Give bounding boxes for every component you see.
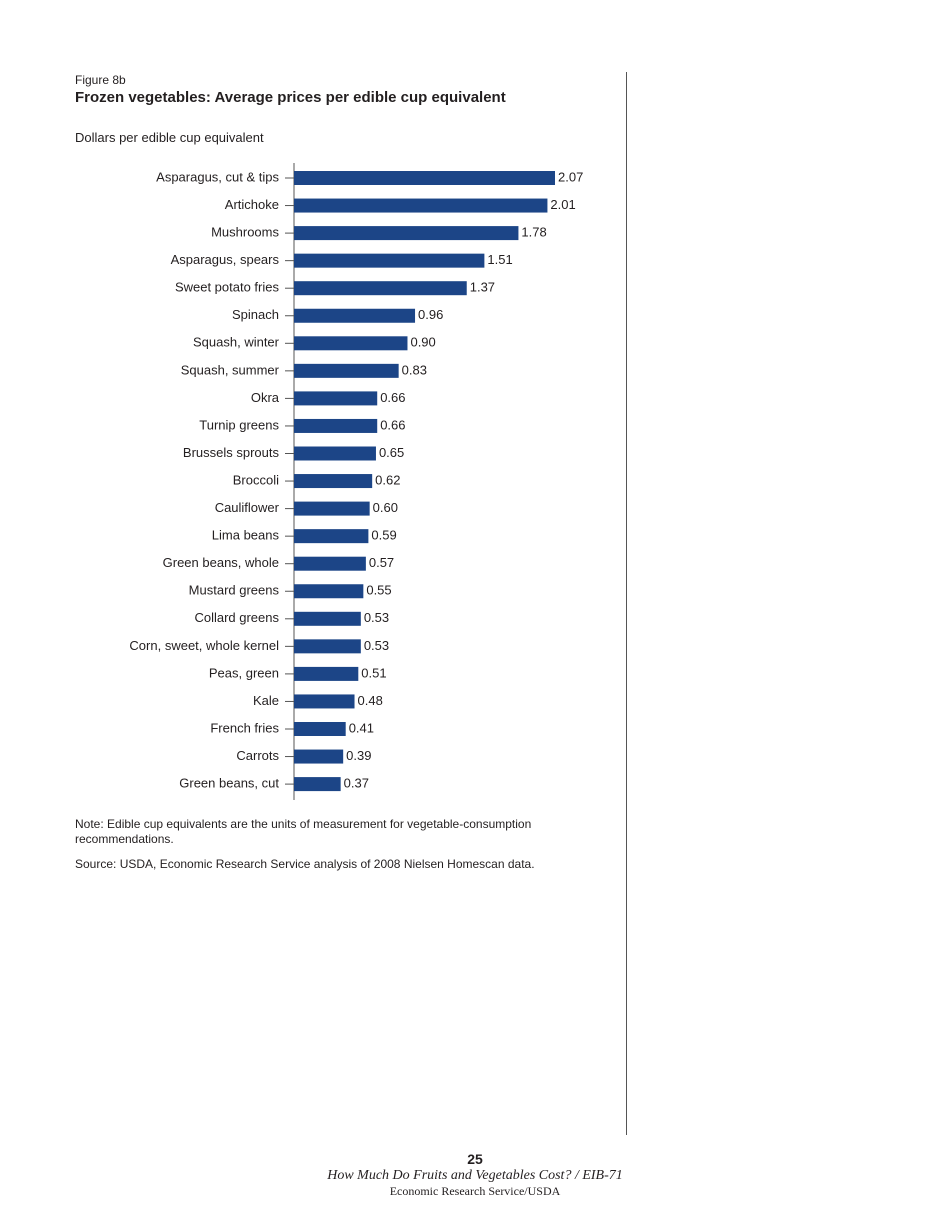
value-label: 1.78: [521, 225, 546, 240]
value-label: 0.55: [366, 583, 391, 598]
value-label: 0.53: [364, 638, 389, 653]
bar: [294, 474, 373, 489]
value-label: 1.51: [487, 252, 512, 267]
value-label: 2.01: [550, 197, 575, 212]
value-label: 0.66: [380, 417, 405, 432]
value-label: 0.83: [402, 362, 427, 377]
figure-label: Figure 8b: [75, 73, 126, 87]
value-label: 0.48: [358, 693, 383, 708]
value-label: 0.62: [375, 472, 400, 487]
category-label: Kale: [253, 693, 279, 708]
category-label: Corn, sweet, whole kernel: [129, 638, 279, 653]
bar: [294, 722, 346, 736]
category-label: Cauliflower: [215, 500, 280, 515]
bar: [294, 418, 378, 433]
category-label: Carrots: [236, 748, 279, 763]
category-label: Turnip greens: [199, 417, 279, 432]
bar: [294, 446, 376, 461]
note: Note: Edible cup equivalents are the uni…: [75, 817, 532, 846]
value-label: 0.51: [361, 665, 386, 680]
bar: [294, 308, 416, 323]
agency: Economic Research Service/USDA: [389, 1184, 561, 1198]
value-label: 0.66: [380, 390, 405, 405]
category-label: Lima beans: [212, 528, 280, 543]
category-label: Mushrooms: [211, 225, 279, 240]
value-label: 1.37: [470, 280, 495, 295]
source: Source: USDA, Economic Research Service …: [75, 857, 535, 871]
category-label: Mustard greens: [189, 583, 280, 598]
category-label: French fries: [210, 720, 279, 735]
value-label: 0.90: [410, 335, 435, 350]
value-label: 0.59: [371, 528, 396, 543]
bar: [294, 171, 555, 185]
category-label: Asparagus, cut & tips: [156, 169, 279, 184]
value-label: 0.53: [364, 610, 389, 625]
category-label: Green beans, whole: [163, 555, 279, 570]
category-label: Squash, winter: [193, 335, 280, 350]
page-rule: [626, 72, 627, 1135]
bar: [294, 391, 378, 406]
bar: [294, 749, 344, 764]
bar: [294, 611, 361, 626]
bar: [294, 666, 359, 681]
bar: [294, 529, 369, 544]
value-label: 0.60: [373, 500, 398, 515]
value-label: 0.57: [369, 555, 394, 570]
bar: [294, 584, 364, 599]
publication: How Much Do Fruits and Vegetables Cost? …: [327, 1168, 623, 1183]
chart-subtitle: Dollars per edible cup equivalent: [75, 130, 264, 145]
chart-title: Frozen vegetables: Average prices per ed…: [75, 89, 506, 106]
bar: [294, 363, 399, 378]
value-label: 0.39: [346, 748, 371, 763]
category-label: Artichoke: [225, 197, 279, 212]
bar: [294, 253, 485, 268]
category-label: Okra: [251, 390, 280, 405]
category-label: Green beans, cut: [179, 776, 279, 791]
category-label: Brussels sprouts: [183, 445, 280, 460]
value-label: 0.37: [344, 776, 369, 791]
category-label: Collard greens: [194, 610, 279, 625]
bar: [294, 639, 361, 654]
value-label: 0.96: [418, 307, 443, 322]
bar: [294, 694, 355, 709]
category-label: Sweet potato fries: [175, 280, 280, 295]
bar: [294, 501, 370, 516]
category-label: Peas, green: [209, 665, 279, 680]
value-label: 0.65: [379, 445, 404, 460]
category-label: Squash, summer: [181, 362, 280, 377]
bar: [294, 198, 548, 213]
value-label: 0.41: [349, 720, 374, 735]
bar: [294, 556, 366, 571]
chart: Asparagus, cut & tips 2.07 Artichoke 2.01 Mu…: [129, 163, 583, 800]
bar: [294, 336, 408, 351]
category-label: Broccoli: [233, 472, 279, 487]
value-label: 2.07: [558, 169, 583, 184]
category-label: Spinach: [232, 307, 279, 322]
bar: [294, 226, 519, 241]
bar: [294, 281, 467, 296]
category-label: Asparagus, spears: [171, 252, 280, 267]
page-number: 25: [467, 1151, 483, 1167]
bar: [294, 777, 341, 792]
